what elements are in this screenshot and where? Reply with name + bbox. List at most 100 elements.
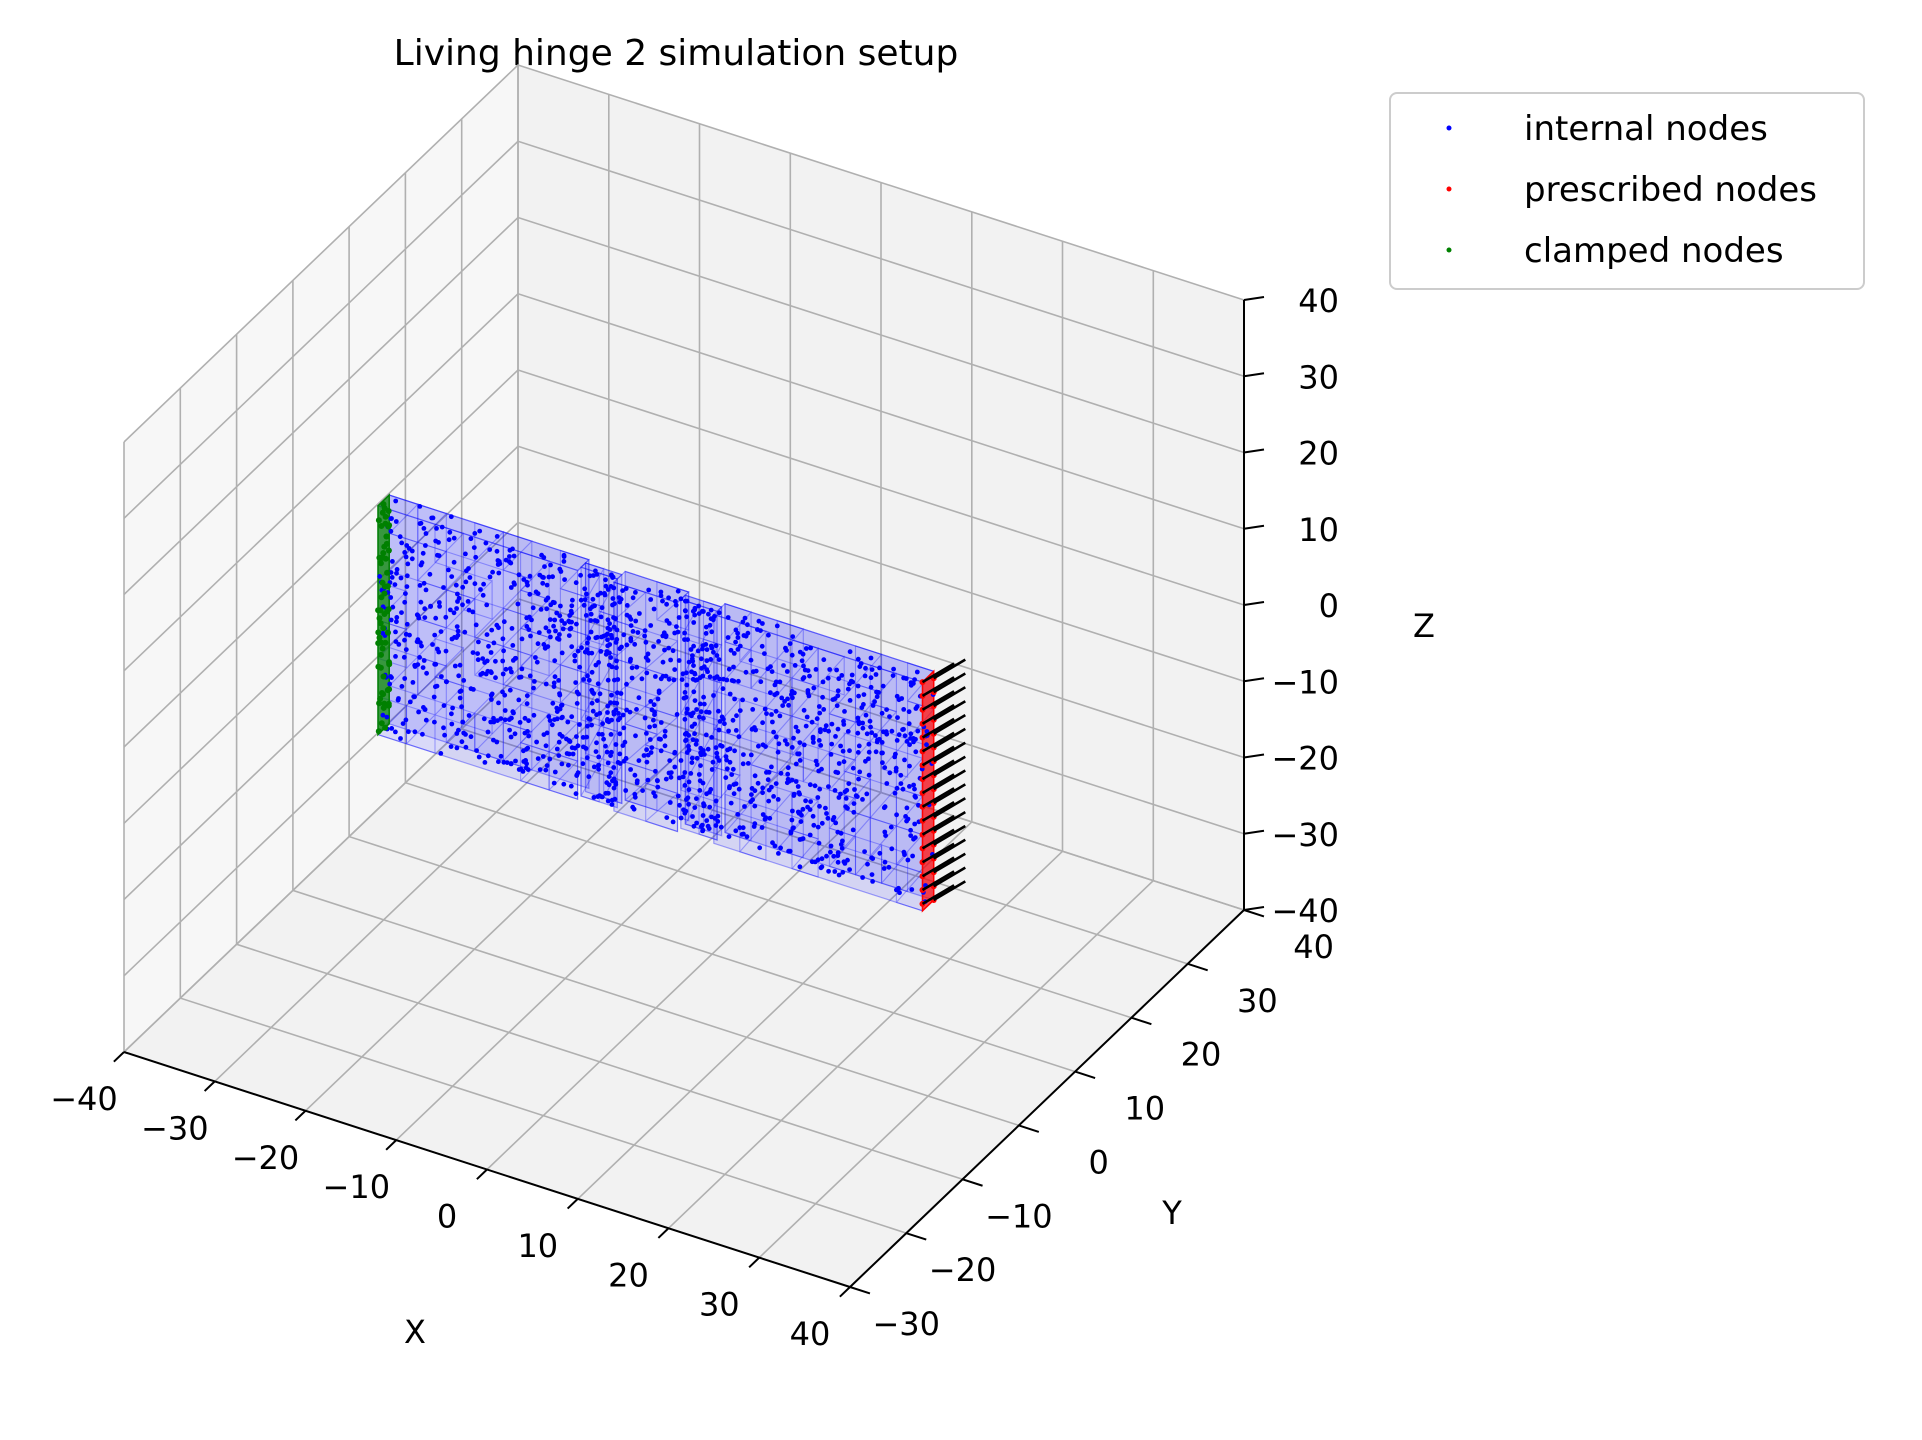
internal-node [658, 736, 663, 742]
internal-node [776, 851, 781, 856]
internal-node [727, 759, 733, 765]
internal-node [667, 800, 673, 805]
internal-node [693, 741, 699, 747]
internal-node [509, 715, 514, 721]
internal-node [547, 756, 553, 762]
internal-node [789, 777, 795, 783]
internal-node [655, 696, 661, 702]
internal-node [784, 648, 789, 653]
internal-node [584, 647, 590, 652]
internal-node [614, 700, 620, 706]
internal-node [585, 640, 590, 646]
internal-node [682, 630, 687, 636]
internal-node [487, 547, 493, 552]
internal-node [658, 748, 664, 754]
internal-node [415, 613, 421, 619]
internal-node [522, 730, 528, 736]
internal-node [651, 702, 657, 708]
internal-node [835, 770, 841, 776]
internal-node [393, 654, 398, 659]
internal-node [420, 731, 425, 737]
internal-node [607, 621, 612, 626]
internal-node [569, 603, 575, 609]
internal-node [889, 728, 895, 734]
internal-node [525, 745, 531, 751]
internal-node [789, 817, 795, 823]
mesh-edge [613, 619, 647, 670]
internal-node [524, 693, 530, 699]
prescribed-arrow [921, 842, 955, 864]
clamped-node [380, 691, 387, 698]
internal-node [790, 634, 796, 639]
internal-node [915, 728, 921, 734]
internal-node [666, 595, 671, 601]
internal-node [508, 585, 514, 590]
internal-node [432, 719, 437, 725]
internal-node [853, 793, 859, 799]
internal-node [576, 691, 581, 697]
internal-node [591, 795, 597, 800]
internal-node [666, 645, 672, 651]
internal-node [713, 798, 719, 804]
internal-node [883, 833, 888, 838]
internal-node [877, 665, 882, 671]
internal-node [869, 730, 875, 736]
internal-node [818, 743, 824, 748]
internal-node [422, 606, 428, 612]
internal-node [566, 633, 572, 638]
internal-node [430, 642, 435, 647]
internal-node [831, 853, 837, 859]
mesh-edge [645, 782, 679, 833]
internal-node [662, 743, 668, 749]
internal-node [903, 676, 909, 681]
internal-node [412, 729, 418, 735]
z-tick-mark [1243, 524, 1265, 530]
internal-node [913, 749, 919, 755]
mesh-edge [462, 570, 493, 620]
internal-node [705, 823, 711, 829]
grid-line-z [123, 64, 1245, 443]
clamped-node [382, 724, 389, 731]
internal-node [701, 715, 706, 721]
internal-node [784, 741, 790, 747]
internal-node [709, 767, 715, 772]
internal-node [683, 738, 688, 744]
grid-line-z [123, 216, 1245, 596]
internal-node [678, 758, 684, 763]
internal-node [493, 658, 498, 664]
internal-node [786, 702, 791, 708]
internal-node [501, 648, 506, 654]
internal-node [684, 706, 690, 712]
internal-node [912, 821, 918, 827]
internal-node [835, 726, 841, 732]
internal-node [900, 786, 906, 792]
internal-node [397, 534, 403, 540]
internal-node [586, 650, 592, 656]
z-tick-mark [1243, 372, 1265, 378]
z-tick-label: 10 [1298, 511, 1339, 549]
internal-node [575, 648, 581, 654]
internal-node [434, 683, 440, 689]
internal-node [894, 785, 900, 791]
internal-node [501, 759, 507, 765]
internal-node [603, 743, 608, 749]
internal-node [695, 648, 701, 654]
internal-node [480, 656, 486, 661]
internal-node [552, 674, 558, 680]
internal-node [821, 657, 827, 663]
mesh-edge [869, 778, 897, 827]
x-tick-mark [748, 1256, 760, 1269]
mesh-edge [520, 703, 550, 753]
internal-node [774, 623, 780, 629]
internal-node [509, 669, 514, 675]
internal-node [807, 832, 813, 838]
internal-node [815, 857, 821, 863]
internal-node [554, 716, 560, 722]
internal-node [773, 708, 779, 714]
mesh-edge [580, 642, 600, 689]
internal-node [703, 642, 709, 647]
internal-node [510, 643, 516, 648]
internal-node [863, 712, 869, 718]
mesh-edge [713, 766, 741, 815]
internal-node [549, 722, 555, 728]
